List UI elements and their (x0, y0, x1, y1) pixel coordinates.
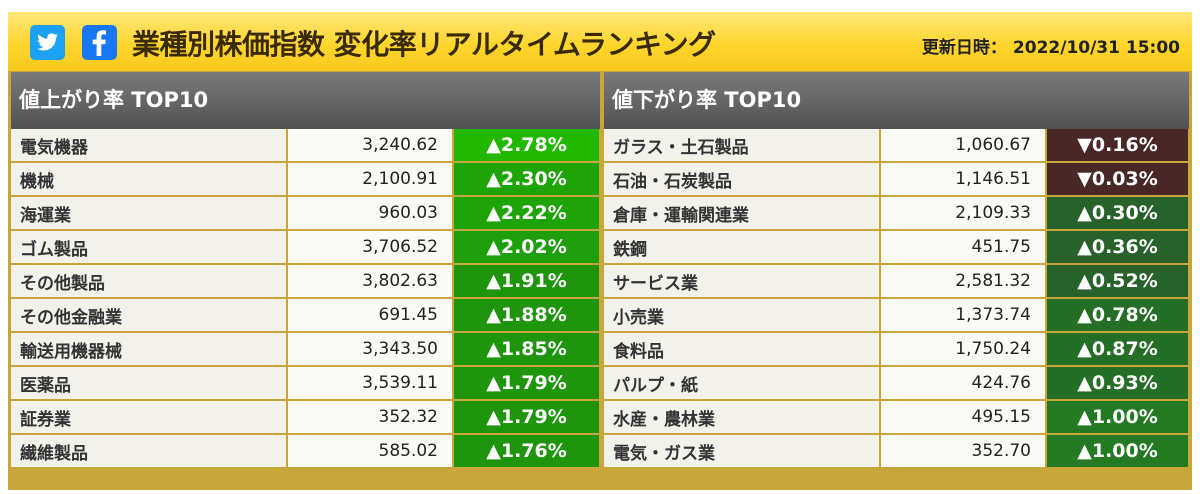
index-value: 1,146.51 (881, 163, 1047, 197)
sector-name: その他製品 (11, 265, 288, 299)
change-rate: ▲2.22% (454, 197, 601, 231)
index-value: 585.02 (288, 435, 454, 469)
index-value: 960.03 (288, 197, 454, 231)
table-row: サービス業 2,581.32 ▲0.52% (604, 265, 1190, 299)
gainers-heading: 値上がり率 TOP10 (11, 72, 601, 129)
sector-name: ゴム製品 (11, 231, 288, 265)
index-value: 495.15 (881, 401, 1047, 435)
sector-name: 機械 (11, 163, 288, 197)
sector-name: 電気機器 (11, 129, 288, 163)
change-rate: ▲0.52% (1047, 265, 1190, 299)
index-value: 3,539.11 (288, 367, 454, 401)
index-value: 3,240.62 (288, 129, 454, 163)
gainers-table: 電気機器 3,240.62 ▲2.78% 機械 2,100.91 ▲2.30% 海運業 960… (11, 129, 601, 469)
page-title: 業種別株価指数 変化率リアルタイムランキング (132, 28, 716, 61)
change-rate: ▲0.93% (1047, 367, 1190, 401)
sector-name: ガラス・土石製品 (604, 129, 881, 163)
ranking-widget: 業種別株価指数 変化率リアルタイムランキング 更新日時： 2022/10/31 1… (8, 12, 1192, 490)
table-row: 食料品 1,750.24 ▲0.87% (604, 333, 1190, 367)
sector-name: その他金融業 (11, 299, 288, 333)
table-row: その他金融業 691.45 ▲1.88% (11, 299, 601, 333)
table-row: ガラス・土石製品 1,060.67 ▼0.16% (604, 129, 1190, 163)
table-row: 小売業 1,373.74 ▲0.78% (604, 299, 1190, 333)
update-timestamp: 更新日時： 2022/10/31 15:00 (922, 33, 1180, 58)
index-value: 1,373.74 (881, 299, 1047, 333)
index-value: 2,109.33 (881, 197, 1047, 231)
change-rate: ▲0.36% (1047, 231, 1190, 265)
sector-name: 小売業 (604, 299, 881, 333)
table-row: 倉庫・運輸関連業 2,109.33 ▲0.30% (604, 197, 1190, 231)
change-rate: ▲2.02% (454, 231, 601, 265)
index-value: 3,706.52 (288, 231, 454, 265)
gainers-panel: 値上がり率 TOP10 電気機器 3,240.62 ▲2.78% 機械 2,100.91… (11, 72, 601, 469)
sector-name: 食料品 (604, 333, 881, 367)
update-value: 2022/10/31 15:00 (1012, 38, 1180, 58)
change-rate: ▲1.79% (454, 401, 601, 435)
change-rate: ▲1.91% (454, 265, 601, 299)
index-value: 1,060.67 (881, 129, 1047, 163)
table-row: 海運業 960.03 ▲2.22% (11, 197, 601, 231)
table-row: 鉄鋼 451.75 ▲0.36% (604, 231, 1190, 265)
sector-name: 海運業 (11, 197, 288, 231)
change-rate: ▲0.30% (1047, 197, 1190, 231)
index-value: 1,750.24 (881, 333, 1047, 367)
table-row: その他製品 3,802.63 ▲1.91% (11, 265, 601, 299)
sector-name: 電気・ガス業 (604, 435, 881, 469)
change-rate: ▲1.79% (454, 367, 601, 401)
table-row: 輸送用機器械 3,343.50 ▲1.85% (11, 333, 601, 367)
widget-header: 業種別株価指数 変化率リアルタイムランキング 更新日時： 2022/10/31 1… (8, 12, 1192, 72)
table-row: 電気機器 3,240.62 ▲2.78% (11, 129, 601, 163)
sector-name: 医薬品 (11, 367, 288, 401)
facebook-icon[interactable] (82, 25, 117, 60)
change-rate: ▲2.30% (454, 163, 601, 197)
sector-name: サービス業 (604, 265, 881, 299)
twitter-icon[interactable] (30, 25, 65, 60)
index-value: 2,581.32 (881, 265, 1047, 299)
update-label: 更新日時： (921, 38, 1007, 58)
change-rate: ▲2.78% (454, 129, 601, 163)
losers-table: ガラス・土石製品 1,060.67 ▼0.16% 石油・石炭製品 1,146.51 ▼0.… (604, 129, 1190, 469)
index-value: 3,802.63 (288, 265, 454, 299)
sector-name: 石油・石炭製品 (604, 163, 881, 197)
change-rate: ▲1.88% (454, 299, 601, 333)
sector-name: パルプ・紙 (604, 367, 881, 401)
change-rate: ▲1.00% (1047, 435, 1190, 469)
change-rate: ▼0.16% (1047, 129, 1190, 163)
table-row: ゴム製品 3,706.52 ▲2.02% (11, 231, 601, 265)
table-row: 繊維製品 585.02 ▲1.76% (11, 435, 601, 469)
table-row: 機械 2,100.91 ▲2.30% (11, 163, 601, 197)
change-rate: ▲1.85% (454, 333, 601, 367)
table-row: 石油・石炭製品 1,146.51 ▼0.03% (604, 163, 1190, 197)
index-value: 691.45 (288, 299, 454, 333)
index-value: 424.76 (881, 367, 1047, 401)
table-row: パルプ・紙 424.76 ▲0.93% (604, 367, 1190, 401)
index-value: 451.75 (881, 231, 1047, 265)
sector-name: 証券業 (11, 401, 288, 435)
change-rate: ▲0.87% (1047, 333, 1190, 367)
change-rate: ▼0.03% (1047, 163, 1190, 197)
index-value: 3,343.50 (288, 333, 454, 367)
losers-panel: 値下がり率 TOP10 ガラス・土石製品 1,060.67 ▼0.16% 石油・石炭製… (604, 72, 1190, 469)
table-row: 電気・ガス業 352.70 ▲1.00% (604, 435, 1190, 469)
sector-name: 輸送用機器械 (11, 333, 288, 367)
table-row: 医薬品 3,539.11 ▲1.79% (11, 367, 601, 401)
sector-name: 繊維製品 (11, 435, 288, 469)
sector-name: 鉄鋼 (604, 231, 881, 265)
change-rate: ▲0.78% (1047, 299, 1190, 333)
sector-name: 水産・農林業 (604, 401, 881, 435)
index-value: 352.70 (881, 435, 1047, 469)
change-rate: ▲1.00% (1047, 401, 1190, 435)
losers-heading: 値下がり率 TOP10 (604, 72, 1190, 129)
index-value: 2,100.91 (288, 163, 454, 197)
table-row: 水産・農林業 495.15 ▲1.00% (604, 401, 1190, 435)
sector-name: 倉庫・運輸関連業 (604, 197, 881, 231)
table-row: 証券業 352.32 ▲1.79% (11, 401, 601, 435)
change-rate: ▲1.76% (454, 435, 601, 469)
index-value: 352.32 (288, 401, 454, 435)
